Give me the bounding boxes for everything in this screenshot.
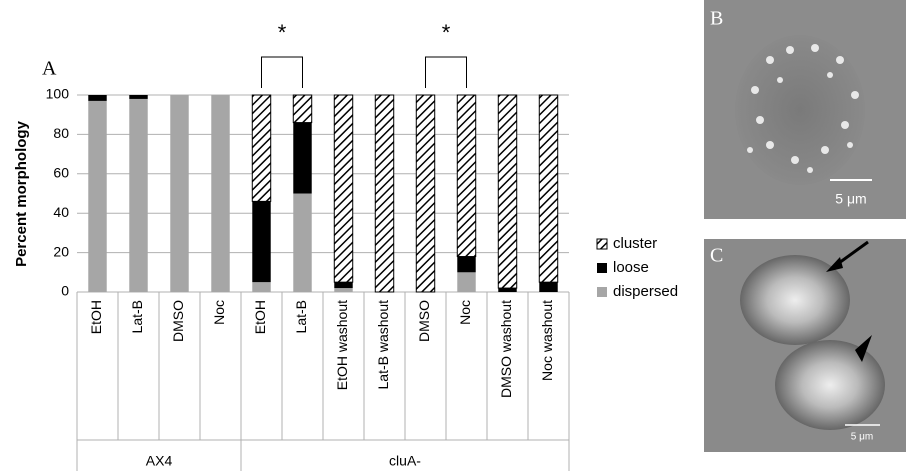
legend-label: dispersed [613,283,678,300]
significance-bracket [425,56,467,88]
bar-segment [497,94,518,289]
bar-segment [211,95,230,292]
x-tick-label: Noc washout [539,300,555,381]
scale-bar-label: 5 μm [851,432,873,443]
x-tick-label: DMSO washout [498,300,514,398]
bar-segment [88,95,107,101]
panel-label: C [710,245,723,267]
bar-segment [170,95,189,292]
y-tick-label: 40 [53,204,69,220]
bar-segment [333,94,354,283]
y-tick-label: 100 [46,86,70,102]
micrograph-c: C 5 μm [704,239,906,452]
bar-segment [498,288,517,292]
group-label: AX4 [146,453,173,469]
significance-bracket [261,56,303,88]
bar-segment [252,201,271,283]
legend-swatch [597,287,607,297]
bar-segment [293,122,312,194]
bar-segment [415,94,436,293]
y-tick-label: 20 [53,243,69,259]
y-tick-label: 0 [61,283,69,299]
x-tick-label: Lat-B washout [375,300,391,390]
bar-segment [456,94,477,258]
bar-segment [374,94,395,293]
x-tick-label: Lat-B [293,300,309,333]
x-tick-label: Noc [457,300,473,325]
x-tick-label: Lat-B [129,300,145,333]
bar-segment [129,95,148,99]
x-tick-label: EtOH washout [334,300,350,390]
bar-segment [457,272,476,292]
significance-marker: * [278,20,287,45]
x-tick-label: EtOH [252,300,268,334]
x-tick-label: Noc [211,300,227,325]
micrograph-b: B 5 μm [704,0,906,219]
bar-segment [129,98,148,292]
y-tick-label: 60 [53,165,69,181]
group-label: cluA- [389,453,421,469]
y-tick-label: 80 [53,125,69,141]
bar-segment [252,282,271,292]
x-tick-label: DMSO [416,300,432,342]
legend-swatch [597,263,607,273]
bar-segment [292,94,313,124]
legend-swatch [596,238,608,250]
bar-segment [334,288,353,292]
panel-label: B [710,8,723,30]
x-tick-label: EtOH [88,300,104,334]
y-axis-title: Percent morphology [13,120,30,267]
bar-segment [457,256,476,273]
bar-segment [539,282,558,292]
significance-marker: * [442,20,451,45]
scale-bar-label: 5 μm [835,191,866,207]
bar-segment [251,94,272,202]
legend-label: loose [613,259,649,276]
bar-segment [538,94,559,283]
legend-label: cluster [613,235,657,252]
bar-segment [293,193,312,292]
panel-label: A [42,58,57,80]
bar-segment [88,100,107,292]
x-tick-label: DMSO [170,300,186,342]
bar-segment [334,282,353,289]
